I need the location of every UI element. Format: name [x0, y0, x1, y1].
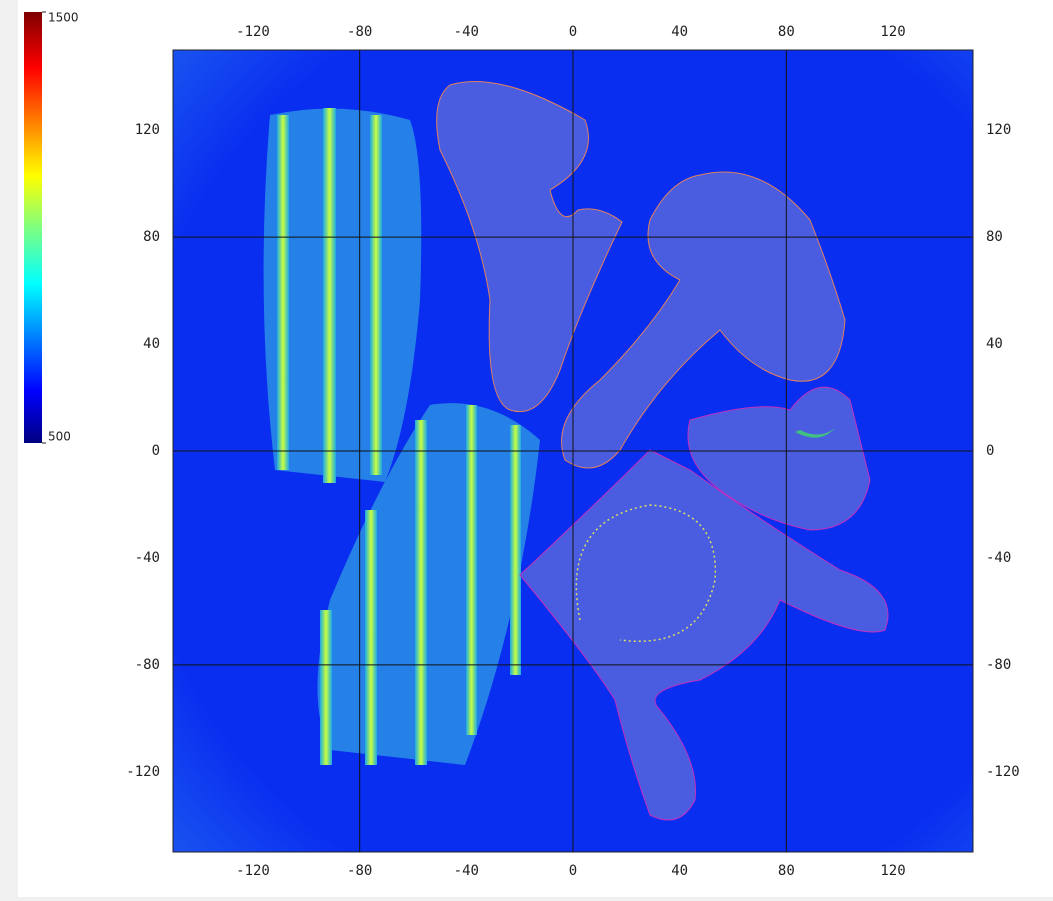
- colorbar: [24, 12, 42, 443]
- x-tick-label-bottom: -80: [347, 863, 372, 879]
- x-tick-label-top: -120: [236, 24, 270, 40]
- x-tick-label-bottom: 40: [671, 863, 688, 879]
- page: -120 -120 -80 -80 -40 -40 0 0 40 40 80 80 120 120 -120…: [0, 0, 1053, 897]
- x-tick-label-top: 40: [671, 24, 688, 40]
- y-tick-label-left: 120: [135, 122, 160, 138]
- y-tick-label-right: -80: [986, 657, 1011, 673]
- y-tick-label-right: -40: [986, 550, 1011, 566]
- y-tick-label-left: 0: [152, 443, 160, 459]
- y-tick-label-left: -80: [135, 657, 160, 673]
- colorbar-tick-label: 1500: [48, 11, 79, 25]
- y-tick-label-left: -120: [126, 764, 160, 780]
- x-tick-label-bottom: -40: [454, 863, 479, 879]
- x-tick-label-top: 80: [778, 24, 795, 40]
- x-tick-label-bottom: 120: [880, 863, 905, 879]
- y-tick-label-right: -120: [986, 764, 1020, 780]
- x-tick-label-bottom: 80: [778, 863, 795, 879]
- y-tick-label-left: -40: [135, 550, 160, 566]
- x-tick-label-top: -80: [347, 24, 372, 40]
- x-tick-label-top: 0: [569, 24, 577, 40]
- y-tick-label-right: 120: [986, 122, 1011, 138]
- y-tick-label-left: 80: [143, 229, 160, 245]
- x-tick-label-top: 120: [880, 24, 905, 40]
- y-tick-label-right: 40: [986, 336, 1003, 352]
- chart: -120 -120 -80 -80 -40 -40 0 0 40 40 80 80 120 120 -120…: [0, 0, 1053, 897]
- x-tick-label-top: -40: [454, 24, 479, 40]
- x-tick-label-bottom: 0: [569, 863, 577, 879]
- colorbar-tick-label: 500: [48, 430, 71, 444]
- x-tick-label-bottom: -120: [236, 863, 270, 879]
- y-tick-label-right: 0: [986, 443, 994, 459]
- y-tick-label-right: 80: [986, 229, 1003, 245]
- y-tick-label-left: 40: [143, 336, 160, 352]
